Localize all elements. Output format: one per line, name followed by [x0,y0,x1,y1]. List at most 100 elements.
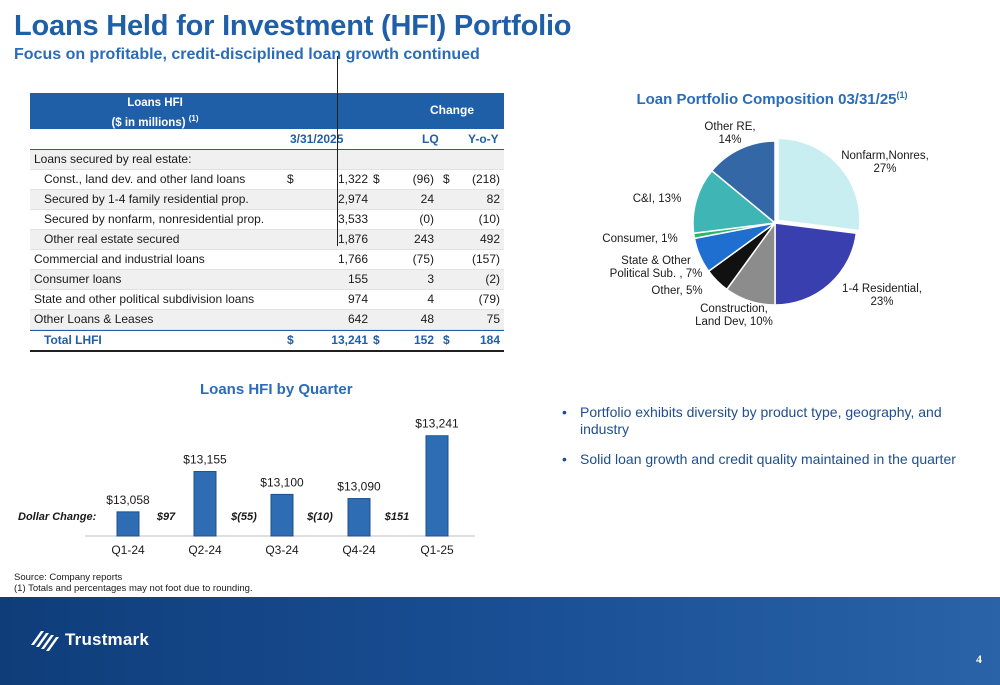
pie-slice [777,137,861,232]
bullet-list: • Portfolio exhibits diversity by product… [560,404,960,481]
pie-title-footnote: (1) [896,90,908,100]
col-yoy: Y-o-Y [468,132,499,146]
row-value-lq: 243 [413,232,434,246]
page-number: 4 [976,652,982,666]
row-value-date: 642 [347,312,368,326]
row-value-yoy: 75 [486,312,500,326]
row-value-date: 1,766 [337,252,368,266]
row-value-yoy: (2) [485,272,500,286]
pie-slice-label: Other RE, 14% [704,121,755,147]
row-label: Secured by nonfarm, nonresidential prop. [44,212,265,226]
table-header-line2-wrap: ($ in millions) (1) [30,111,280,131]
bar-category-label: Q3-24 [265,543,299,557]
bar-value-label: $13,058 [106,493,150,507]
row-label: Consumer loans [34,272,122,286]
loans-hfi-table: Loans HFI ($ in millions) (1) Change 3/3… [30,93,504,352]
pie-label-line1: State & Other [621,255,691,267]
row-value-date: 974 [347,292,368,306]
bullet-text: Solid loan growth and credit quality mai… [580,451,956,467]
row-value-yoy: (79) [478,292,500,306]
dollar-change-value: $97 [156,511,176,523]
table-row: Commercial and industrial loans 1,766 (75)… [30,250,504,270]
table-divider [337,56,338,246]
row-value-lq: 48 [420,312,434,326]
pie-chart [692,137,861,306]
pie-slice-label: State & Other Political Sub. , 7% [610,255,703,281]
table-header: Loans HFI ($ in millions) (1) Change [30,93,504,129]
pie-label-line2: 14% [718,134,742,146]
row-label: Other Loans & Leases [34,312,154,326]
bar [193,471,217,537]
total-value-lq: 152 [413,333,434,347]
bar [347,498,371,537]
total-dollar-3: $ [443,333,450,347]
pie-label-line1: Construction, [700,303,768,315]
bar-category-label: Q4-24 [342,543,376,557]
row-value-lq: 3 [427,272,434,286]
pie-slice-label: Construction, Land Dev, 10% [695,303,773,329]
row-label: Other real estate secured [44,232,180,246]
pie-label-line1: Nonfarm,Nonres, [841,150,929,162]
row-value-lq: 4 [427,292,434,306]
logo-text: Trustmark [65,630,150,649]
row-label: Loans secured by real estate: [34,152,192,166]
row-dollar-1: $ [287,172,294,186]
table-row: Const., land dev. and other land loans $1… [30,170,504,190]
row-label: Secured by 1-4 family residential prop. [44,192,249,206]
total-value-yoy: 184 [479,333,500,347]
bullet-dot-icon: • [562,451,567,467]
bar [270,493,294,537]
pie-slice-label: Other, 5% [651,285,702,298]
bar-value-label: $13,100 [260,475,304,489]
row-value-date: 1,322 [337,172,368,186]
row-value-yoy: 82 [486,192,500,206]
table-body: Loans secured by real estate: Const., lan… [30,150,504,330]
trustmark-logo-icon [31,631,59,651]
table-header-title: Loans HFI ($ in millions) (1) [30,96,280,131]
source-note: Source: Company reports (1) Totals and p… [14,572,253,594]
row-value-yoy: (218) [471,172,500,186]
table-row: Secured by nonfarm, nonresidential prop.… [30,210,504,230]
change-header: Change [429,103,474,117]
bar-value-label: $13,155 [183,453,227,467]
table-row: Secured by 1-4 family residential prop. 2… [30,190,504,210]
table-row: State and other political subdivision lo… [30,290,504,310]
page-subtitle: Focus on profitable, credit-disciplined … [14,46,480,63]
pie-label-line1: 1-4 Residential, [842,283,922,295]
pie-slice-label: Consumer, 1% [602,233,677,246]
bar [116,511,140,537]
row-label: Commercial and industrial loans [34,252,205,266]
pie-slice-label: 1-4 Residential, 23% [842,283,922,309]
table-row: Other Loans & Leases 642 48 75 [30,310,504,330]
pie-slice [710,140,776,225]
bullet-dot-icon: • [562,404,567,420]
row-value-date: 155 [347,272,368,286]
table-total-row: Total LHFI $ 13,241 $ 152 $ 184 [30,330,504,352]
total-dollar-2: $ [373,333,380,347]
page-title: Loans Held for Investment (HFI) Portfoli… [14,10,572,42]
row-value-lq: 24 [420,192,434,206]
bar-category-label: Q1-25 [420,543,454,557]
row-value-lq: (0) [419,212,434,226]
row-value-yoy: 492 [479,232,500,246]
pie-label-line1: C&I, 13% [632,193,682,205]
pie-label-line1: Other, 5% [651,285,703,297]
table-header-line1: Loans HFI [127,97,183,109]
table-subheader: 3/31/2025 LQ Y-o-Y [30,129,504,150]
col-lq: LQ [422,132,439,146]
pie-label-line1: Other RE, [704,121,756,133]
col-date: 3/31/2025 [290,132,344,146]
row-dollar-3: $ [443,172,450,186]
pie-slice [774,222,858,306]
table-row: Other real estate secured 1,876 243 492 [30,230,504,250]
pie-label-line2: Land Dev, 10% [695,316,773,328]
row-value-lq: (96) [412,172,434,186]
pie-title-text: Loan Portfolio Composition 03/31/25 [636,91,897,108]
table-header-footnote: (1) [188,114,199,123]
dollar-change-value: $(10) [307,511,333,523]
row-value-date: 1,876 [337,232,368,246]
row-value-lq: (75) [412,252,434,266]
dollar-change-value: $(55) [231,511,257,523]
row-value-date: 2,974 [337,192,368,206]
bullet-item: • Portfolio exhibits diversity by product… [560,404,960,438]
